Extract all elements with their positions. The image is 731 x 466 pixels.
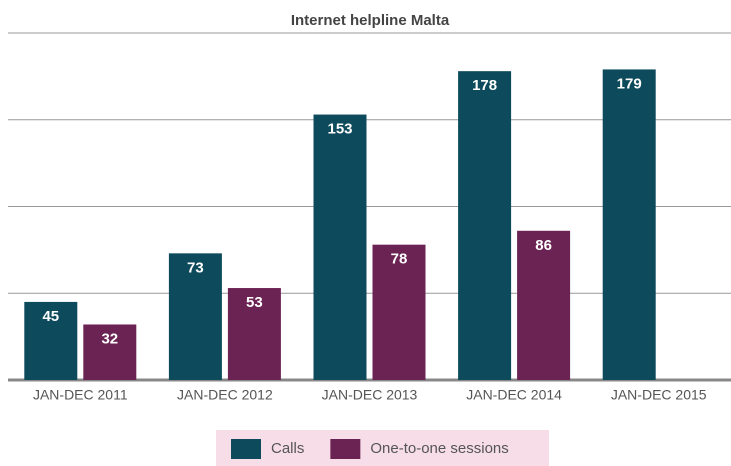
value-label: 179 [617,75,642,92]
bar [517,230,571,380]
bar [372,244,426,380]
legend-label: Calls [271,440,304,457]
value-label: 45 [42,308,59,325]
x-tick-label: JAN-DEC 2012 [177,387,273,403]
value-label: 86 [535,237,552,254]
bar [24,301,78,380]
value-label: 53 [246,294,263,311]
chart-title: Internet helpline Malta [291,12,450,29]
legend-box [216,430,549,466]
legend-swatch [330,439,361,459]
bar [602,69,656,380]
legend-label: One-to-one sessions [370,440,508,457]
x-tick-label: JAN-DEC 2014 [466,387,562,403]
bar [458,71,512,381]
x-tick-label: JAN-DEC 2011 [33,387,128,403]
bar [227,288,281,380]
value-label: 178 [472,77,497,94]
x-tick-label: JAN-DEC 2013 [322,387,418,403]
x-tick-label: JAN-DEC 2015 [611,387,707,403]
value-label: 32 [101,330,118,347]
value-label: 153 [327,121,352,138]
value-label: 73 [187,259,204,276]
legend-swatch [231,439,261,459]
bar [313,114,367,381]
bar [83,324,137,380]
value-label: 78 [391,251,408,268]
legend: Calls One-to-one sessions [216,430,549,466]
bar [168,253,222,380]
